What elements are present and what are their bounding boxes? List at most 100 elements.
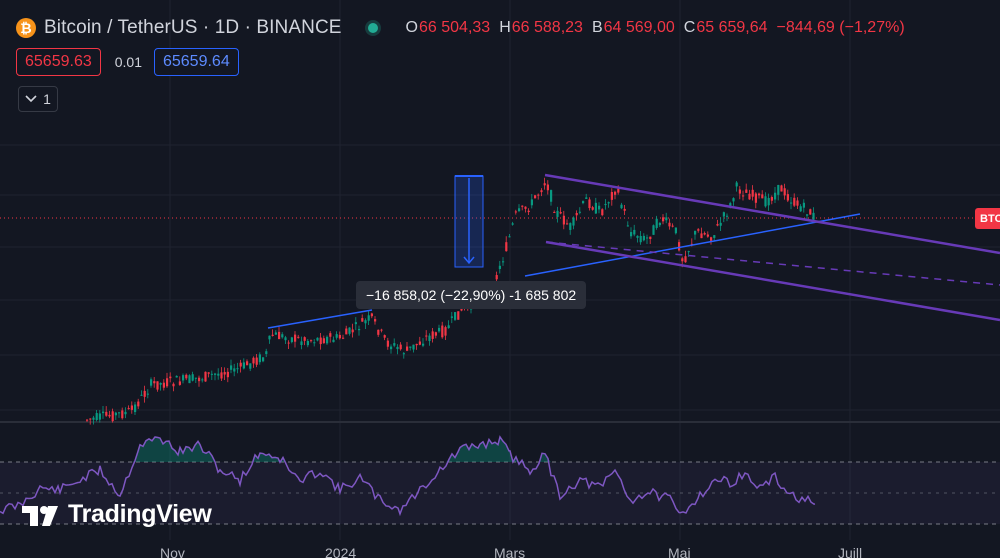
candle-body xyxy=(130,405,133,410)
candle-body xyxy=(767,197,770,206)
candle-body xyxy=(764,196,767,207)
candle-body xyxy=(105,411,108,416)
candle-body xyxy=(86,419,89,421)
candle-body xyxy=(495,275,498,280)
candle-body xyxy=(300,341,303,346)
candle-body xyxy=(294,334,297,342)
candle-body xyxy=(562,215,565,225)
sell-button[interactable]: 65659.63 xyxy=(16,48,101,76)
candle-body xyxy=(607,202,610,204)
candle-body xyxy=(508,236,511,238)
candle-body xyxy=(188,375,191,384)
candle-body xyxy=(665,217,668,221)
candle-body xyxy=(230,365,233,370)
candle-body xyxy=(559,212,562,214)
logo-text: TradingView xyxy=(68,500,212,528)
trendline-support[interactable] xyxy=(524,213,861,277)
candle-body xyxy=(748,193,751,200)
candle-body xyxy=(514,211,517,213)
candle-body xyxy=(594,202,597,214)
candle-body xyxy=(729,203,732,206)
candle-body xyxy=(313,342,316,344)
candle-body xyxy=(233,368,236,372)
candle-body xyxy=(412,344,415,350)
candle-body xyxy=(770,197,773,201)
candle-body xyxy=(802,202,805,208)
candle-body xyxy=(329,333,332,337)
candle-body xyxy=(639,235,642,243)
candle-body xyxy=(198,377,201,382)
candle-body xyxy=(454,312,457,320)
candle-body xyxy=(409,346,412,348)
indicators-count: 1 xyxy=(43,91,51,107)
candle-body xyxy=(610,192,613,200)
channel-top-line[interactable] xyxy=(544,173,1000,255)
candle-body xyxy=(716,224,719,226)
candle-body xyxy=(169,376,172,379)
channel-bottom-line[interactable] xyxy=(545,240,1000,322)
candle-body xyxy=(649,236,652,240)
candle-body xyxy=(143,390,146,397)
candle-body xyxy=(121,410,124,419)
candle-body xyxy=(316,337,319,341)
candle-body xyxy=(390,346,393,350)
candle-body xyxy=(713,235,716,238)
open-key: O xyxy=(405,19,418,36)
candle-body xyxy=(793,197,796,206)
candle-body xyxy=(137,401,140,407)
candle-body xyxy=(364,320,367,324)
time-axis-label: Mars xyxy=(494,545,526,558)
candle-body xyxy=(655,218,658,228)
candle-body xyxy=(754,193,757,203)
time-axis-label: Juill xyxy=(838,545,863,558)
trendline-lower[interactable] xyxy=(267,309,373,329)
rsi-line xyxy=(0,435,816,517)
candle-body xyxy=(780,185,783,192)
tradingview-logo[interactable]: TradingView xyxy=(22,500,212,529)
candle-body xyxy=(617,188,620,193)
candle-body xyxy=(166,378,169,387)
candle-body xyxy=(380,329,383,331)
candle-body xyxy=(751,189,754,197)
candle-body xyxy=(322,338,325,344)
candle-body xyxy=(758,193,761,196)
candle-body xyxy=(242,362,245,369)
candle-body xyxy=(249,363,252,369)
candle-body xyxy=(150,379,153,386)
symbol-legend[interactable]: ₿ Bitcoin / TetherUS · 1D · BINANCE O 66… xyxy=(16,14,914,42)
candle-body xyxy=(297,336,300,338)
candle-body xyxy=(524,206,527,209)
candle-body xyxy=(95,413,98,421)
candle-body xyxy=(98,413,101,420)
close-key: C xyxy=(683,19,696,36)
candle-body xyxy=(438,327,441,332)
candle-body xyxy=(428,335,431,342)
chevron-down-icon xyxy=(25,95,37,103)
candle-body xyxy=(572,217,575,226)
indicators-toggle-button[interactable]: 1 xyxy=(18,86,58,112)
market-status-dot-icon[interactable] xyxy=(367,23,378,33)
candle-body xyxy=(812,212,815,220)
candle-body xyxy=(786,194,789,201)
price-range-measure[interactable] xyxy=(454,175,484,268)
buy-button[interactable]: 65659.64 xyxy=(153,48,239,76)
candle-body xyxy=(521,205,524,207)
candle-body xyxy=(354,322,357,325)
candle-body xyxy=(396,346,399,350)
candle-body xyxy=(671,225,674,227)
candle-body xyxy=(178,381,181,385)
candle-body xyxy=(633,229,636,235)
symbol-title[interactable]: Bitcoin / TetherUS · 1D · BINANCE xyxy=(44,17,342,38)
candle-body xyxy=(201,379,204,381)
candle-body xyxy=(418,341,421,345)
candle-body xyxy=(351,329,354,333)
channel-mid-line[interactable] xyxy=(545,241,1000,286)
candle-body xyxy=(620,204,623,209)
candle-body xyxy=(271,334,274,336)
candle-body xyxy=(700,233,703,239)
candle-body xyxy=(703,233,706,235)
candle-body xyxy=(246,361,249,366)
candle-body xyxy=(790,202,793,204)
